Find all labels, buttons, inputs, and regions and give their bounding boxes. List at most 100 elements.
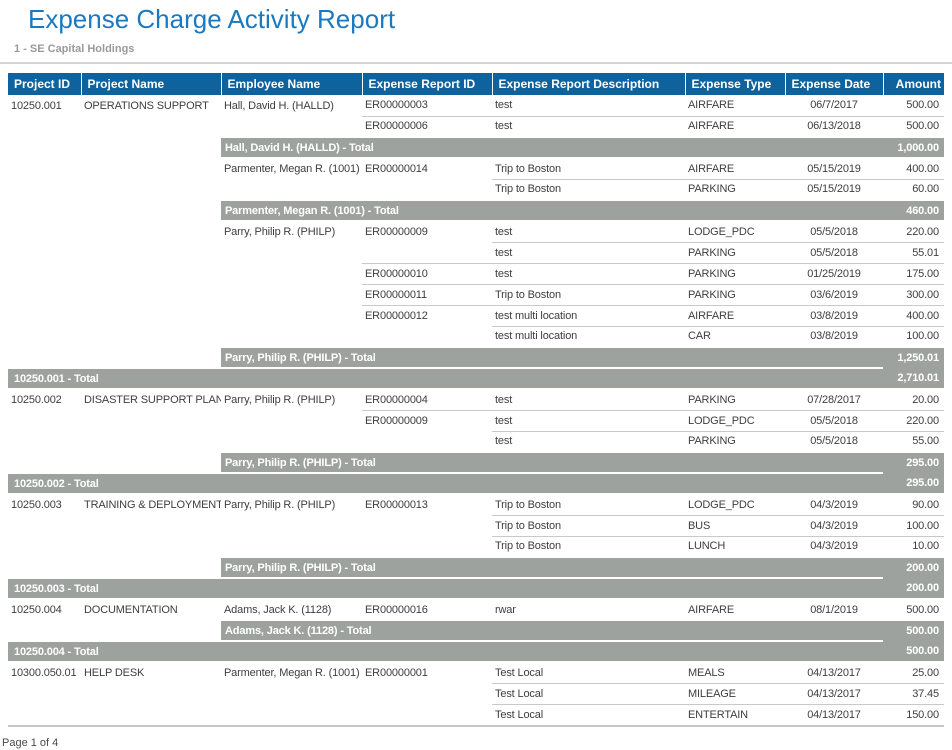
total-amount: 200.00 [883,578,944,600]
detail-row: 10250.001 OPERATIONS SUPPORT Hall, David H… [8,95,944,116]
cell-employee-name [221,410,362,431]
cell-expense-report-id [362,515,492,536]
cell-expense-report-id: ER00000009 [362,409,492,431]
cell-amount: 220.00 [883,409,944,431]
detail-row: Test Local ENTERTAIN 04/13/2017 150.00 [8,703,944,725]
cell-expense-type: AIRFARE [685,304,785,326]
cell-project-id [8,536,81,557]
cell-expense-report-id [362,326,492,347]
report-page: Expense Charge Activity Report 1 - SE Ca… [0,4,952,750]
detail-row: Trip to Boston LUNCH 04/3/2019 10.00 [8,535,944,557]
cell-employee-name [221,431,362,452]
table-bottom-border [8,725,944,727]
cell-project-name [81,158,221,179]
cell-expense-report-description: test [495,225,513,238]
cell-project-name [81,179,221,200]
cell-project-id: 10250.004 [11,604,62,616]
cell-expense-report-description: test [495,99,513,112]
detail-row: ER00000011 Trip to Boston PARKING 03/6/2019… [8,283,944,305]
column-header-employee-name: Employee Name [220,73,362,95]
cell-expense-report-description: test [492,409,685,431]
cell-amount: 55.01 [883,241,944,263]
cell-expense-date: 03/8/2019 [785,325,883,347]
cell-amount: 400.00 [906,162,939,175]
project-total-row: 10250.003 - Total 200.00 [8,578,944,600]
total-amount: 1,000.00 [883,136,944,159]
cell-expense-type: PARKING [685,283,785,305]
cell-expense-report-description: test [492,430,685,452]
total-label: Hall, David H. (HALLD) - Total [221,136,883,159]
column-header-project-name: Project Name [80,73,221,95]
total-label: 10250.004 - Total [8,641,883,663]
cell-project-name [81,704,221,725]
cell-amount: 20.00 [912,393,939,406]
project-total-row: 10250.001 - Total 2,710.01 [8,368,944,390]
total-label: 10250.002 - Total [8,473,883,495]
cell-expense-date: 05/15/2019 [785,178,883,200]
cell-project-name [81,326,221,347]
cell-expense-report-id [362,242,492,263]
cell-expense-date: 05/5/2018 [785,409,883,431]
cell-expense-report-description: Test Local [492,703,685,725]
total-label: 10250.003 - Total [8,578,883,600]
cell-expense-date: 06/13/2018 [785,115,883,137]
cell-expense-report-id: ER00000013 [365,499,428,511]
detail-row: Parmenter, Megan R. (1001) ER00000014 Trip… [8,158,944,179]
cell-expense-report-id [362,683,492,704]
cell-amount: 400.00 [883,304,944,326]
cell-expense-report-description: Test Local [492,682,685,704]
detail-row: Test Local MILEAGE 04/13/2017 37.45 [8,682,944,704]
total-label: Parry, Philip R. (PHILP) - Total [221,346,883,369]
cell-project-name [81,284,221,305]
cell-project-name: TRAINING & DEPLOYMENT [84,499,221,511]
cell-expense-type: PARKING [685,430,785,452]
cell-amount: 100.00 [883,514,944,536]
project-total-row: 10250.002 - Total 295.00 [8,473,944,495]
cell-employee-name: Hall, David H. (HALLD) [224,99,334,112]
company-subtitle: 1 - SE Capital Holdings [14,43,135,55]
cell-amount: 60.00 [883,178,944,200]
cell-project-id [8,263,81,284]
cell-employee-name [221,242,362,263]
cell-expense-type: AIRFARE [685,115,785,137]
cell-employee-name: Parry, Philip R. (PHILP) [224,394,336,406]
cell-expense-type: AIRFARE [688,99,735,112]
table-header-row: Project ID Project Name Employee Name Expen… [8,73,944,95]
header-divider [0,62,952,64]
detail-row: Trip to Boston BUS 04/3/2019 100.00 [8,514,944,536]
cell-project-name [81,263,221,284]
cell-expense-type: PARKING [685,241,785,263]
cell-employee-name [221,305,362,326]
cell-expense-report-description: test [495,393,513,406]
total-amount: 1,250.01 [883,346,944,368]
project-total-row: 10250.004 - Total 500.00 [8,641,944,663]
cell-expense-type: AIRFARE [688,162,735,175]
employee-total-row: Parry, Philip R. (PHILP) - Total 295.00 [8,451,944,474]
column-header-project-id: Project ID [8,73,81,95]
cell-expense-date: 04/3/2019 [810,498,858,511]
cell-project-id [8,704,81,725]
cell-expense-report-id: ER00000011 [362,283,492,305]
cell-expense-report-id: ER00000001 [365,667,428,679]
cell-project-name: HELP DESK [84,667,145,679]
cell-expense-date: 03/8/2019 [785,304,883,326]
cell-expense-report-description: test multi location [492,304,685,326]
cell-project-id [8,683,81,704]
detail-row: 10250.003 TRAINING & DEPLOYMENT Parry, Phi… [8,494,944,515]
cell-expense-type: CAR [685,325,785,347]
cell-expense-report-description: test [492,115,685,137]
employee-total-row: Parry, Philip R. (PHILP) - Total 200.00 [8,556,944,579]
detail-row: ER00000009 test LODGE_PDC 05/5/2018 220.00 [8,409,944,431]
cell-expense-date: 03/6/2019 [785,283,883,305]
cell-project-id [8,515,81,536]
cell-expense-report-description: test multi location [492,325,685,347]
cell-project-id [8,158,81,179]
column-header-expense-report-id: Expense Report ID [361,73,492,95]
detail-row: 10250.002 DISASTER SUPPORT PLAN Parry, Phi… [8,389,944,410]
cell-project-name [81,536,221,557]
detail-row: ER00000006 test AIRFARE 06/13/2018 500.00 [8,115,944,137]
cell-employee-name [221,263,362,284]
cell-project-id [8,179,81,200]
cell-project-name [81,221,221,242]
cell-project-id [8,410,81,431]
